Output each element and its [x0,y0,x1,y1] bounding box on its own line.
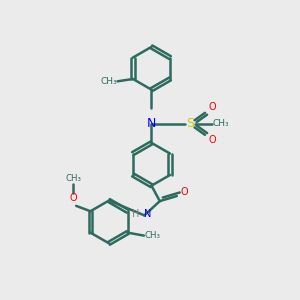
Text: H: H [132,209,139,219]
Text: O: O [181,187,189,197]
Text: CH₃: CH₃ [65,174,81,183]
Text: CH₃: CH₃ [212,119,229,128]
Text: O: O [69,193,77,202]
Text: O: O [208,135,216,145]
Text: S: S [186,117,194,130]
Text: CH₃: CH₃ [100,77,117,86]
Text: CH₃: CH₃ [145,231,161,240]
Text: N: N [144,209,151,219]
Text: N: N [147,117,156,130]
Text: O: O [208,103,216,112]
